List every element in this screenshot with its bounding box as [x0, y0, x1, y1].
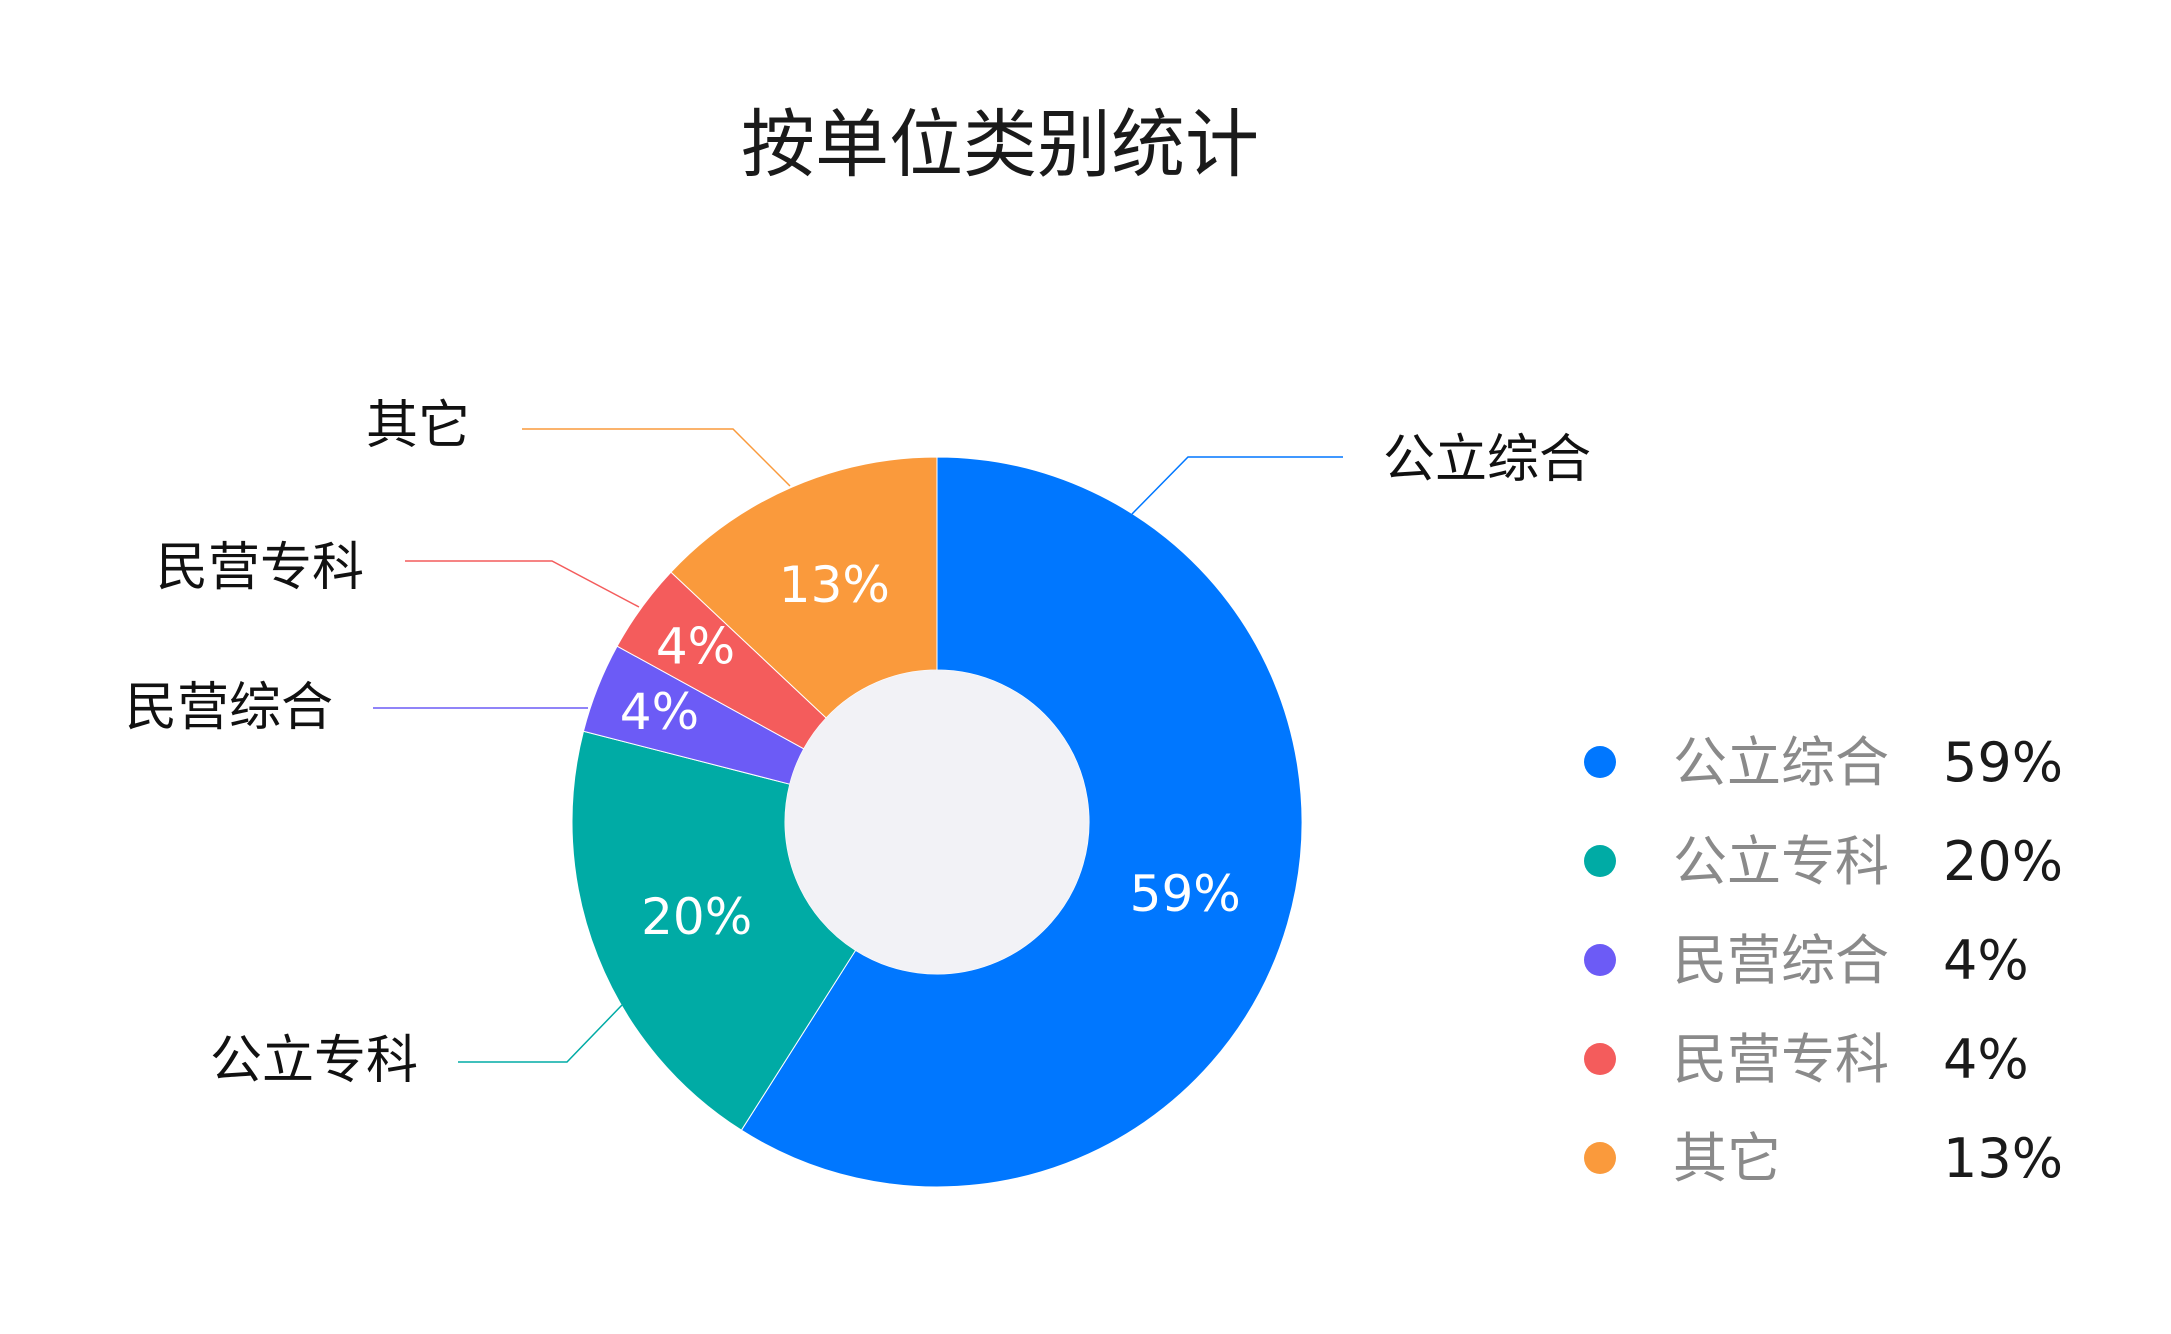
outer-label-public-specialty: 公立专科 — [210, 1031, 418, 1091]
legend-marker-private-general — [1584, 944, 1616, 976]
leader-line-private-specialty — [405, 560, 640, 608]
legend-marker-private-specialty — [1584, 1043, 1616, 1075]
legend-label-other: 其它 — [1673, 1127, 1781, 1190]
legend-value-other: 13% — [1943, 1127, 2063, 1190]
slice-labels-group: 59% 20% 4% 4% 13% — [620, 556, 1241, 946]
legend-item-public-specialty: 公立专科 20% — [1584, 830, 2063, 893]
legend-item-public-general: 公立综合 59% — [1584, 731, 2063, 794]
donut-center — [785, 670, 1089, 974]
outer-label-private-general: 民营综合 — [125, 678, 333, 738]
outer-label-public-general: 公立综合 — [1383, 430, 1591, 490]
legend-label-public-specialty: 公立专科 — [1673, 830, 1889, 893]
legend: 公立综合 59% 公立专科 20% 民营综合 4% 民营专科 4% 其它 13% — [1584, 731, 2063, 1190]
leader-lines-group — [373, 428, 1343, 1063]
slice-value-label-public-specialty: 20% — [641, 888, 752, 946]
legend-label-public-general: 公立综合 — [1673, 731, 1889, 794]
outer-label-other: 其它 — [366, 396, 470, 456]
legend-value-private-specialty: 4% — [1943, 1028, 2029, 1091]
legend-item-private-specialty: 民营专科 4% — [1584, 1028, 2029, 1091]
slice-value-label-other: 13% — [779, 556, 890, 614]
center-group — [785, 670, 1089, 974]
leader-line-public-specialty — [458, 1004, 623, 1063]
leader-line-public-general — [1131, 456, 1343, 515]
outer-label-private-specialty: 民营专科 — [156, 538, 364, 598]
legend-value-public-general: 59% — [1943, 731, 2063, 794]
legend-item-other: 其它 13% — [1584, 1127, 2063, 1190]
legend-value-public-specialty: 20% — [1943, 830, 2063, 893]
legend-item-private-general: 民营综合 4% — [1584, 929, 2029, 992]
legend-marker-public-general — [1584, 746, 1616, 778]
legend-value-private-general: 4% — [1943, 929, 2029, 992]
leader-line-other — [522, 428, 791, 487]
slice-value-label-public-general: 59% — [1130, 865, 1241, 923]
chart-title: 按单位类别统计 — [741, 102, 1259, 188]
legend-marker-public-specialty — [1584, 845, 1616, 877]
slice-value-label-private-general: 4% — [620, 683, 699, 741]
legend-label-private-general: 民营综合 — [1673, 929, 1889, 992]
slice-value-label-private-specialty: 4% — [656, 618, 735, 676]
slices-group — [571, 456, 1303, 1188]
legend-marker-other — [1584, 1142, 1616, 1174]
legend-label-private-specialty: 民营专科 — [1673, 1028, 1889, 1091]
slice-public-specialty — [571, 730, 857, 1131]
